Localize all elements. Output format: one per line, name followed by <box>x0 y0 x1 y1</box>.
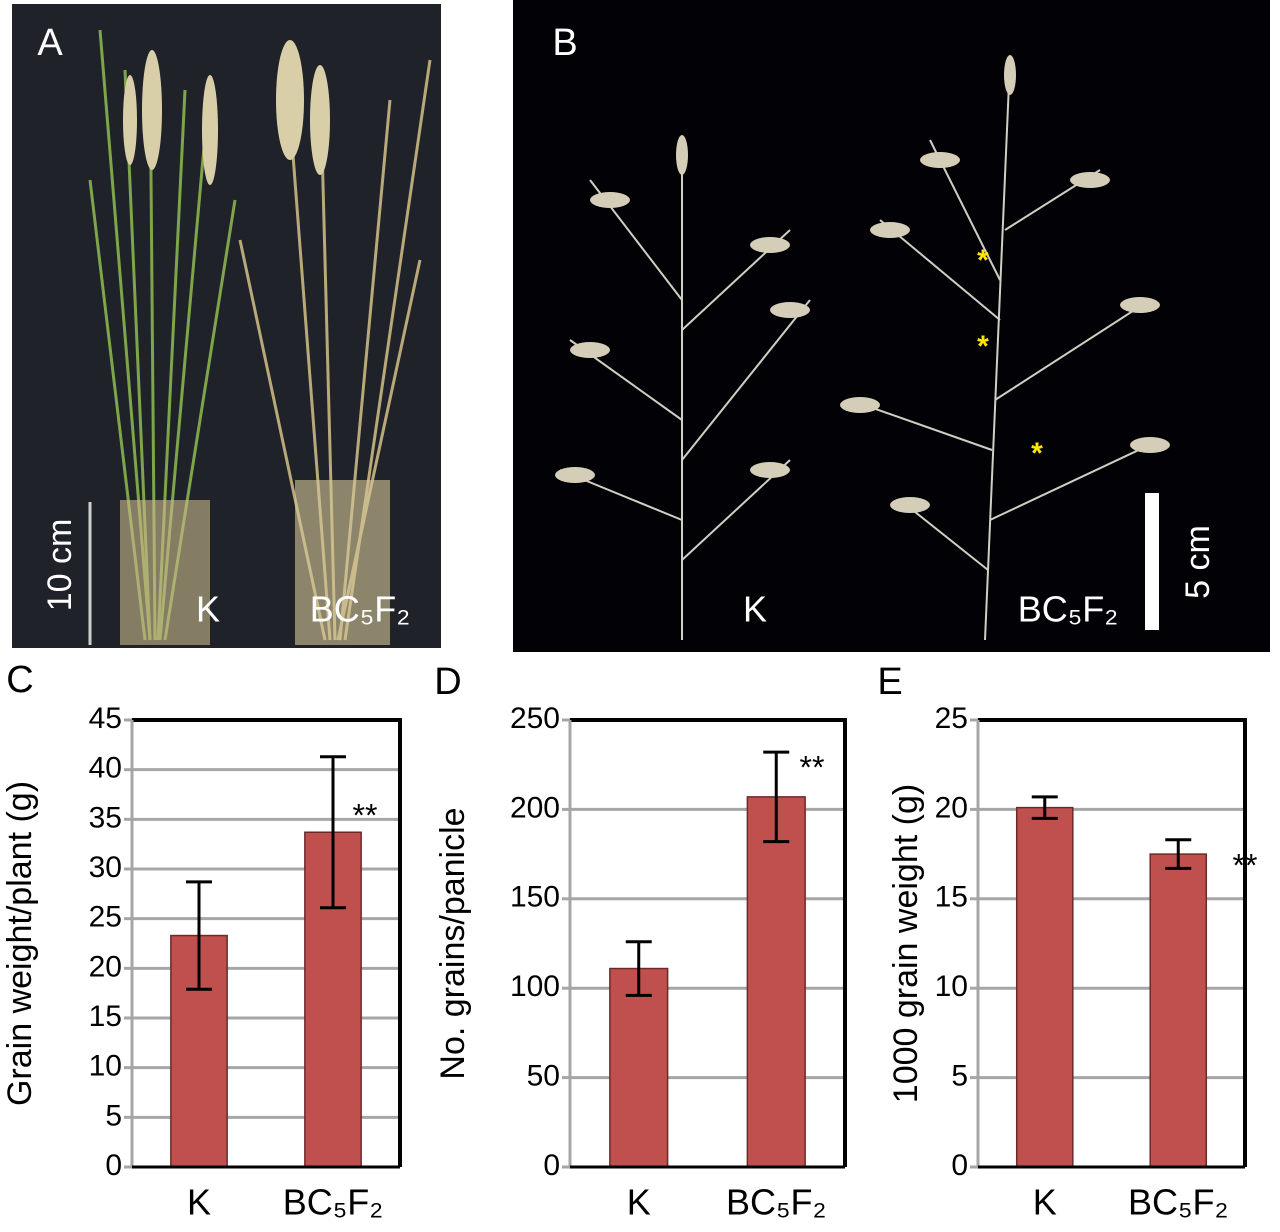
x-tick-label: BC₅F₂ <box>1128 1182 1228 1223</box>
y-axis-label: 1000 grain weight (g) <box>887 784 925 1103</box>
y-tick-label: 0 <box>105 1149 122 1182</box>
y-tick-label: 200 <box>510 791 560 824</box>
y-tick-label: 0 <box>543 1149 560 1182</box>
y-tick-label: 35 <box>89 801 122 834</box>
panicles-a <box>123 40 330 185</box>
panel-label: E <box>877 661 902 703</box>
y-tick-label: 15 <box>935 881 968 914</box>
x-tick-label: BC₅F₂ <box>726 1182 826 1223</box>
plot-frame <box>132 718 402 1167</box>
y-tick-label: 20 <box>935 791 968 824</box>
y-tick-label: 150 <box>510 881 560 914</box>
y-tick-label: 10 <box>89 1050 122 1083</box>
x-tick-label: K <box>627 1182 651 1223</box>
plot-frame <box>978 718 1247 1167</box>
y-tick-label: 250 <box>510 702 560 735</box>
y-tick-label: 5 <box>951 1060 968 1093</box>
scale-label: 5 cm <box>1179 525 1217 599</box>
y-tick-label: 20 <box>89 950 122 983</box>
y-axis-label: Grain weight/plant (g) <box>1 781 39 1106</box>
bar <box>746 796 806 1168</box>
photo-label: K <box>743 589 767 630</box>
error-bar <box>186 880 212 991</box>
asterisk: * <box>977 244 989 277</box>
x-tick-label: BC₅F₂ <box>283 1182 383 1223</box>
plot-frame <box>570 718 847 1167</box>
scale-bar <box>1145 493 1159 630</box>
y-tick-label: 25 <box>89 901 122 934</box>
y-tick-label: 10 <box>935 970 968 1003</box>
error-bar <box>763 750 790 844</box>
photo-label: BC₅F₂ <box>1018 589 1118 630</box>
panel-label: D <box>434 661 461 703</box>
significance: ** <box>800 749 825 785</box>
y-tick-label: 15 <box>89 1000 122 1033</box>
panel-label: A <box>37 22 63 64</box>
stems-bc <box>295 480 390 645</box>
y-tick-label: 25 <box>935 702 968 735</box>
bar <box>1015 806 1074 1168</box>
photo-label: BC₅F₂ <box>310 589 410 630</box>
bar <box>1149 853 1208 1168</box>
y-tick-label: 0 <box>951 1149 968 1182</box>
panel-label: B <box>552 22 577 64</box>
y-tick-label: 100 <box>510 970 560 1003</box>
y-tick-label: 5 <box>105 1099 122 1132</box>
error-bar <box>1165 838 1192 870</box>
y-axis-label: No. grains/panicle <box>434 807 472 1079</box>
y-tick-label: 45 <box>89 702 122 735</box>
y-tick-label: 50 <box>527 1060 560 1093</box>
x-tick-label: K <box>1033 1182 1057 1223</box>
y-tick-label: 30 <box>89 851 122 884</box>
photo-label: K <box>196 589 220 630</box>
error-bar <box>320 755 346 910</box>
bar <box>609 967 669 1168</box>
asterisk: * <box>977 330 989 363</box>
error-bar <box>625 940 652 997</box>
asterisk: * <box>1031 437 1043 470</box>
error-bar <box>1031 795 1058 820</box>
significance: ** <box>1233 847 1258 883</box>
scale-label: 10 cm <box>41 519 79 612</box>
stems-k <box>120 500 210 645</box>
x-tick-label: K <box>187 1182 211 1223</box>
significance: ** <box>353 797 378 833</box>
y-tick-label: 40 <box>89 752 122 785</box>
grains-b <box>555 55 1170 513</box>
photo-b <box>513 0 1270 652</box>
panel-label: C <box>6 659 33 701</box>
